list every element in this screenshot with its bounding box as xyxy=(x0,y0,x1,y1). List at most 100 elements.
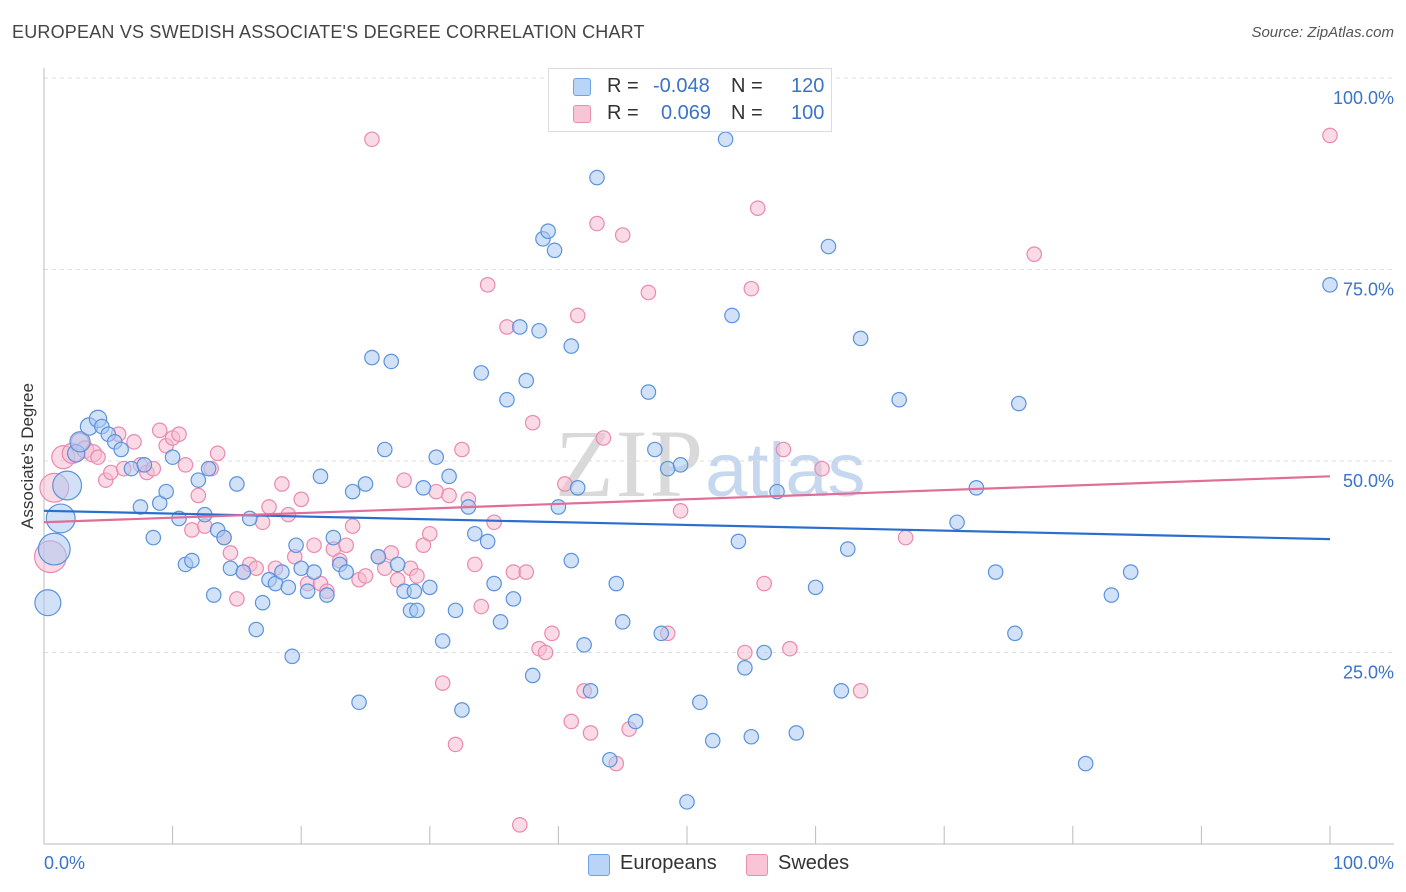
europeans-point xyxy=(454,702,470,718)
europeans-point xyxy=(184,552,200,569)
swedes-point xyxy=(756,575,772,592)
swedes-point xyxy=(103,464,119,481)
swedes-point xyxy=(248,560,264,577)
europeans-point xyxy=(254,594,271,611)
europeans-point xyxy=(627,713,644,730)
swedes-points xyxy=(33,127,1338,833)
y-tick-label: 25.0% xyxy=(1343,663,1394,683)
europeans-point xyxy=(1010,395,1027,412)
swedes-point xyxy=(749,200,766,217)
stats-legend: R = -0.048 N = 120 R = 0.069 N = 100 xyxy=(548,68,832,132)
europeans-point xyxy=(299,583,316,600)
europeans-point xyxy=(69,431,91,453)
europeans-point xyxy=(1007,625,1023,642)
swedes-point xyxy=(254,514,271,531)
europeans-point xyxy=(325,529,342,546)
europeans-point xyxy=(338,564,355,580)
europeans-point xyxy=(499,391,515,408)
europeans-point xyxy=(370,548,387,565)
europeans-point xyxy=(563,338,580,354)
europeans-point xyxy=(235,564,252,580)
swedes-point xyxy=(151,422,168,439)
europeans-point xyxy=(550,499,567,515)
europeans-point xyxy=(852,330,869,347)
europeans-point xyxy=(576,637,592,653)
europeans-point xyxy=(724,307,740,324)
europeans-point xyxy=(679,794,695,810)
swedes-point xyxy=(595,430,612,446)
europeans-point xyxy=(486,575,502,592)
chart-title: EUROPEAN VS SWEDISH ASSOCIATE'S DEGREE C… xyxy=(12,22,645,42)
swedes-point xyxy=(1322,127,1338,144)
swedes-point xyxy=(1026,246,1043,262)
europeans-point xyxy=(582,682,599,699)
swedes-point xyxy=(306,537,322,554)
swedes-point xyxy=(364,131,380,148)
swedes-point xyxy=(293,491,309,508)
europeans-point xyxy=(1322,277,1338,293)
swedes-point xyxy=(447,736,464,753)
swedes-point xyxy=(486,514,502,531)
europeans-point xyxy=(406,583,423,600)
swedes-point xyxy=(261,499,277,515)
swedes-point xyxy=(409,568,425,584)
europeans-point xyxy=(473,365,490,381)
europeans-point xyxy=(34,589,62,617)
europeans-point xyxy=(788,725,805,741)
europeans-point xyxy=(505,591,522,607)
europeans-legend-label: Europeans xyxy=(620,852,717,874)
europeans-point xyxy=(531,322,547,339)
europeans-point xyxy=(409,602,425,619)
swedes-point xyxy=(614,227,631,243)
swedes-legend-swatch xyxy=(746,854,768,876)
europeans-point xyxy=(383,353,400,370)
europeans-point xyxy=(428,449,445,465)
swedes-point xyxy=(357,568,374,584)
europeans-point xyxy=(1103,587,1120,603)
europeans-point xyxy=(737,660,753,676)
swedes-point xyxy=(428,483,445,500)
europeans-point xyxy=(492,614,509,630)
europeans-point xyxy=(389,556,406,573)
europeans-point xyxy=(447,602,464,619)
swedes-point xyxy=(557,476,573,492)
europeans-swatch xyxy=(573,78,591,96)
europeans-point xyxy=(52,470,83,501)
swedes-point xyxy=(177,457,194,473)
swedes-point xyxy=(441,487,457,504)
y-tick-label: 75.0% xyxy=(1343,280,1394,300)
europeans-point xyxy=(1077,755,1094,772)
europeans-point xyxy=(743,728,760,745)
europeans-point xyxy=(891,391,907,408)
europeans-point xyxy=(248,621,264,638)
europeans-point xyxy=(205,587,222,603)
europeans-point xyxy=(280,579,297,596)
europeans-point xyxy=(376,441,393,458)
europeans-point xyxy=(288,537,304,554)
trend-lines xyxy=(43,475,1331,541)
swedes-point xyxy=(743,280,760,297)
swedes-point xyxy=(569,307,586,324)
europeans-point xyxy=(540,223,556,239)
europeans-point xyxy=(717,131,734,148)
europeans-point xyxy=(37,532,71,566)
x-ticks xyxy=(43,826,1331,844)
europeans-point xyxy=(164,449,181,465)
swedes-point xyxy=(171,426,187,442)
legend-n-value: 100 xyxy=(791,102,825,124)
europeans-point xyxy=(602,751,618,768)
europeans-point xyxy=(293,560,309,577)
europeans-point xyxy=(312,468,329,485)
europeans-point xyxy=(200,460,217,477)
europeans-point xyxy=(421,579,438,596)
swedes-point xyxy=(897,529,914,546)
europeans-point xyxy=(820,238,837,255)
axes xyxy=(43,68,1394,845)
legend-r-value: -0.048 xyxy=(653,75,710,97)
source-label: Source: ZipAtlas.com xyxy=(1251,24,1394,41)
y-axis-label: Associate's Degree xyxy=(18,383,37,529)
swedes-point xyxy=(737,644,753,661)
swedes-point xyxy=(209,445,226,462)
europeans-point xyxy=(647,441,663,458)
europeans-point xyxy=(241,510,258,527)
